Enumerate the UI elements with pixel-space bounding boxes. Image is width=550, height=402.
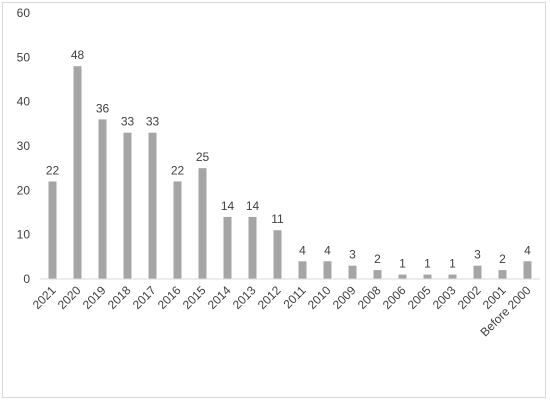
bar — [448, 274, 457, 279]
data-label: 33 — [146, 115, 160, 129]
x-tick-label: 2008 — [355, 283, 384, 312]
bar — [48, 181, 57, 279]
x-tick-label: 2005 — [405, 283, 434, 312]
bar — [523, 261, 532, 279]
x-tick-label: 2021 — [30, 283, 59, 312]
chart-frame — [2, 2, 546, 398]
data-label: 4 — [324, 243, 331, 257]
data-label: 3 — [349, 248, 356, 262]
x-tick-label: 2012 — [255, 283, 284, 312]
bar — [373, 270, 382, 279]
bar — [248, 216, 257, 279]
data-label: 4 — [299, 243, 306, 257]
bar — [148, 132, 157, 279]
x-tick-label: 2014 — [205, 283, 234, 312]
x-tick-label: 2013 — [230, 283, 259, 312]
y-tick-label: 40 — [17, 95, 31, 109]
bar — [398, 274, 407, 279]
bar — [423, 274, 432, 279]
data-label: 14 — [246, 199, 260, 213]
y-tick-label: 0 — [23, 272, 30, 286]
x-tick-label: 2019 — [80, 283, 109, 312]
data-label: 3 — [474, 248, 481, 262]
y-tick-label: 30 — [17, 139, 31, 153]
y-tick-label: 20 — [17, 183, 31, 197]
data-label: 1 — [449, 257, 456, 271]
bar — [348, 265, 357, 279]
bar — [198, 168, 207, 279]
y-axis: 0 10 20 30 40 50 60 — [17, 6, 31, 286]
data-label: 25 — [196, 150, 210, 164]
x-tick-label: 2006 — [380, 283, 409, 312]
x-tick-label: 2015 — [180, 283, 209, 312]
x-axis: 2021202020192018201720162015201420132012… — [30, 283, 534, 339]
data-label: 2 — [499, 252, 506, 266]
x-tick-label: 2009 — [330, 283, 359, 312]
data-label: 14 — [221, 199, 235, 213]
bars — [48, 66, 532, 280]
x-tick-label: 2003 — [430, 283, 459, 312]
data-label: 33 — [121, 115, 135, 129]
bar — [73, 66, 82, 279]
bar — [123, 132, 132, 279]
bar — [498, 270, 507, 279]
y-tick-label: 60 — [17, 6, 31, 20]
data-label: 36 — [96, 101, 110, 115]
x-tick-label: 2020 — [55, 283, 84, 312]
x-tick-label: 2010 — [305, 283, 334, 312]
x-tick-label: 2018 — [105, 283, 134, 312]
data-label: 2 — [374, 252, 381, 266]
bar — [473, 265, 482, 279]
x-tick-label: 2011 — [280, 283, 308, 311]
bar — [298, 261, 307, 279]
bar — [273, 230, 282, 279]
x-tick-label: 2017 — [130, 283, 159, 312]
x-tick-label: 2016 — [155, 283, 184, 312]
data-label: 22 — [46, 163, 60, 177]
data-label: 22 — [171, 163, 185, 177]
data-label: 48 — [71, 48, 85, 62]
bar — [223, 216, 232, 279]
data-label: 11 — [271, 212, 284, 226]
data-label: 1 — [424, 257, 431, 271]
bar — [323, 261, 332, 279]
bar — [98, 119, 107, 280]
y-tick-label: 10 — [17, 228, 31, 242]
data-label: 4 — [524, 243, 531, 257]
x-tick-label: 2002 — [455, 283, 484, 312]
bar — [173, 181, 182, 279]
y-tick-label: 50 — [17, 50, 31, 64]
data-label: 1 — [399, 257, 406, 271]
